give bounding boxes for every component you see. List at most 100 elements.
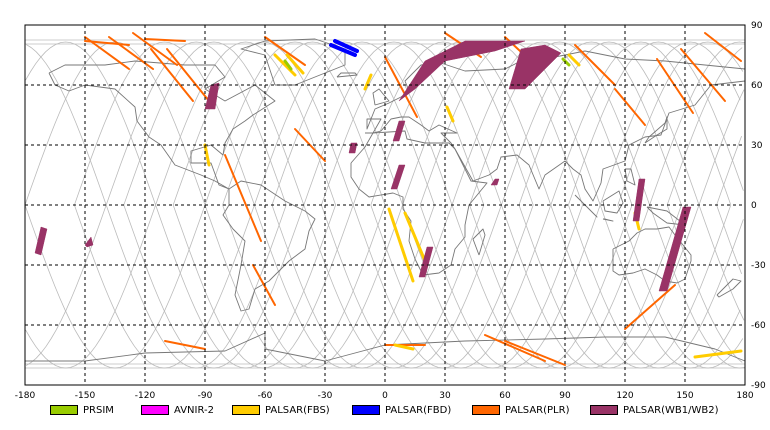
legend-label-prsim: PRSIM	[83, 404, 114, 416]
fbs-swath	[285, 53, 305, 75]
legend-label-palsar-fbs: PALSAR(FBS)	[265, 404, 330, 416]
fbs-swath	[393, 343, 415, 351]
legend-swatch-palsar-fbd	[352, 405, 380, 415]
longitude-tick-labels: -180 -150 -120 -90 -60 -30 0 30 60 90 120 150 180	[15, 391, 754, 401]
longitude-tick-label: -150	[75, 391, 96, 401]
plr-swath	[704, 32, 742, 62]
longitude-tick-label: 180	[736, 391, 753, 401]
orbit-track	[716, 204, 742, 275]
coastline	[365, 50, 746, 202]
coastline	[222, 180, 316, 312]
fbs-swath	[273, 53, 297, 77]
plr-swath	[150, 48, 194, 102]
wb-swath	[34, 226, 48, 256]
wb-swath	[490, 178, 500, 186]
legend-swatch-prsim	[50, 405, 78, 415]
legend-item-palsar-wb: PALSAR(WB1/WB2)	[590, 403, 719, 417]
longitude-tick-label: -90	[198, 391, 213, 401]
plr-swath	[656, 58, 694, 114]
coastline	[336, 72, 358, 78]
latitude-tick-labels: 90 60 30 0 -30 -60 -90	[751, 21, 766, 391]
plr-swath	[614, 88, 646, 126]
coastline	[25, 332, 746, 362]
orbit-track	[370, 41, 732, 369]
longitude-tick-label: 150	[676, 391, 693, 401]
fbs-swath	[403, 211, 427, 263]
orbit-track	[518, 89, 745, 369]
plr-swath	[84, 40, 130, 46]
plr-swath	[224, 154, 262, 242]
plr-swath	[166, 48, 210, 102]
wb-swath	[632, 178, 646, 222]
longitude-tick-label: 60	[499, 391, 511, 401]
prsim-swath	[561, 57, 571, 67]
fbs-swath	[363, 73, 373, 91]
plr-swath	[164, 340, 206, 350]
longitude-tick-label: 90	[559, 391, 571, 401]
orbit-track	[716, 135, 742, 206]
longitude-tick-label: 120	[616, 391, 633, 401]
plr-swath	[680, 48, 726, 102]
orbit-track	[518, 41, 745, 321]
coastline	[48, 60, 276, 190]
orbit-track	[419, 41, 741, 369]
latitude-tick-label: 0	[751, 201, 757, 211]
plr-swath	[504, 340, 566, 366]
coastline	[602, 190, 624, 214]
coastline	[644, 116, 668, 144]
coastline	[240, 38, 346, 86]
plr-swath	[624, 284, 676, 330]
fbs-swath	[567, 53, 581, 67]
latitude-tick-label: 60	[751, 81, 763, 91]
fbs-swath	[693, 349, 743, 359]
orbit-track	[172, 41, 534, 369]
legend-item-prsim: PRSIM	[50, 403, 114, 417]
coastline	[350, 130, 488, 276]
fbd-swath	[329, 43, 357, 57]
legend-swatch-avnir2	[141, 405, 169, 415]
legend-item-palsar-fbs: PALSAR(FBS)	[232, 403, 330, 417]
latitude-tick-label: -90	[751, 381, 766, 391]
map-area	[24, 24, 746, 386]
orbit-track	[25, 41, 336, 369]
latitude-tick-label: -30	[751, 261, 766, 271]
fbs-swath	[203, 143, 211, 167]
legend: PRSIM AVNIR-2 PALSAR(FBS) PALSAR(FBD) PA…	[0, 400, 770, 422]
orbit-track	[25, 41, 336, 369]
plr-swath	[264, 36, 306, 66]
latitude-tick-label: 30	[751, 141, 763, 151]
wb-swath	[418, 246, 434, 278]
longitude-tick-label: -60	[258, 391, 273, 401]
legend-swatch-palsar-plr	[472, 405, 500, 415]
plr-swath	[132, 32, 178, 66]
legend-label-palsar-fbd: PALSAR(FBD)	[385, 404, 452, 416]
legend-swatch-palsar-fbs	[232, 405, 260, 415]
wb-swath	[398, 40, 526, 102]
wb-swath	[204, 82, 220, 110]
fbs-swath	[387, 207, 415, 283]
wb-swath	[508, 44, 562, 90]
orbit-track	[25, 41, 287, 366]
orbit-track	[666, 47, 743, 206]
coastline	[646, 206, 686, 226]
legend-label-palsar-plr: PALSAR(PLR)	[505, 404, 570, 416]
longitude-tick-label: -180	[15, 391, 36, 401]
wb-swath	[392, 120, 406, 142]
coastline	[612, 226, 692, 284]
latitude-tick-label: 90	[751, 21, 763, 31]
legend-swatch-palsar-wb	[590, 405, 618, 415]
prsim-swath	[283, 59, 293, 71]
land-outlines	[25, 38, 746, 362]
coastline	[574, 194, 598, 218]
graticule	[25, 25, 745, 385]
legend-item-palsar-plr: PALSAR(PLR)	[472, 403, 569, 417]
coastline	[372, 88, 390, 106]
legend-label-avnir2: AVNIR-2	[174, 404, 214, 416]
wb-swath	[390, 164, 406, 190]
legend-label-palsar-wb: PALSAR(WB1/WB2)	[623, 404, 719, 416]
plr-swath	[574, 44, 616, 86]
longitude-tick-label: 0	[382, 391, 388, 401]
legend-item-avnir2: AVNIR-2	[141, 403, 214, 417]
orbit-track	[25, 44, 287, 369]
